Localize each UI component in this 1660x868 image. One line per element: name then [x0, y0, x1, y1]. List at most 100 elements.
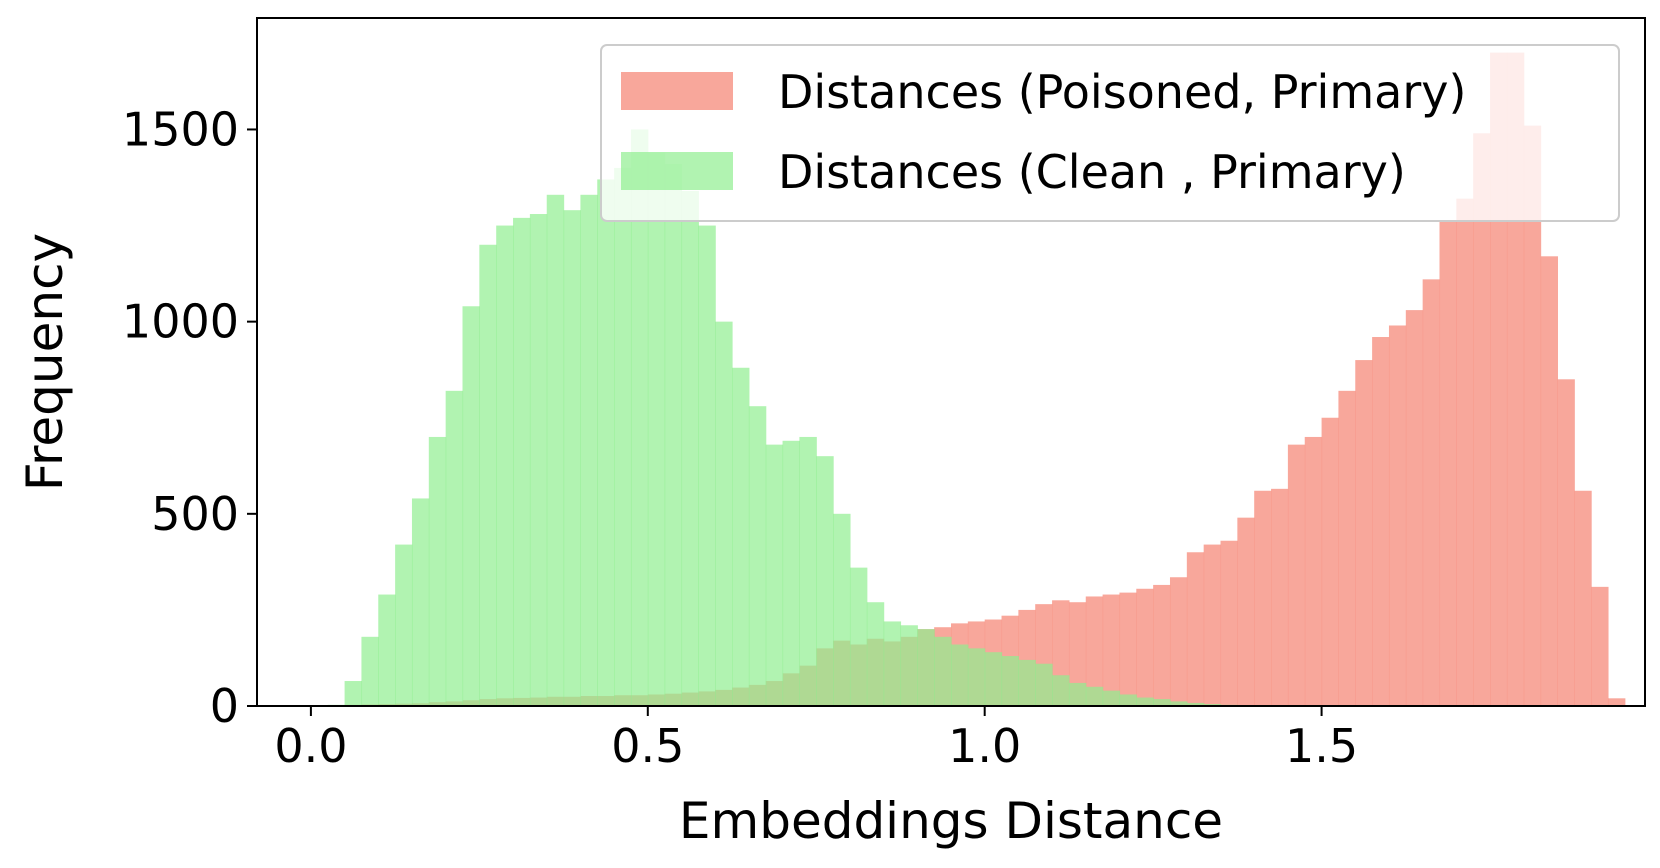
bar-poisoned-69	[1473, 133, 1491, 706]
bar-poisoned-66	[1422, 279, 1441, 706]
bar-poisoned-47	[1102, 594, 1121, 706]
bar-clean-8	[445, 390, 464, 706]
bar-clean-23	[698, 225, 716, 707]
bar-clean-31	[833, 513, 851, 706]
bar-poisoned-46	[1085, 596, 1104, 706]
legend-swatch-poisoned	[621, 72, 733, 110]
bar-poisoned-64	[1388, 325, 1407, 706]
bar-clean-3	[361, 636, 379, 706]
bar-clean-51	[1169, 701, 1188, 706]
bar-clean-34	[883, 621, 902, 706]
bar-poisoned-60	[1321, 417, 1340, 706]
bar-poisoned-62	[1355, 360, 1373, 706]
bar-poisoned-45	[1068, 602, 1087, 706]
bar-clean-48	[1119, 694, 1137, 706]
bar-clean-40	[984, 652, 1003, 706]
y-axis-label: Frequency	[16, 233, 74, 491]
bar-poisoned-52	[1186, 552, 1205, 706]
y-tick-label: 500	[151, 487, 239, 541]
bar-clean-22	[681, 190, 699, 706]
bar-clean-6	[411, 498, 430, 706]
bar-clean-16	[580, 194, 598, 707]
series-clean-bars	[310, 129, 1289, 707]
x-axis-label: Embeddings Distance	[679, 792, 1223, 850]
bar-poisoned-67	[1439, 221, 1457, 706]
legend-label-clean: Distances (Clean , Primary)	[778, 145, 1406, 199]
bar-poisoned-48	[1119, 592, 1137, 706]
bar-clean-46	[1085, 686, 1104, 706]
bar-clean-24	[715, 321, 733, 706]
bar-poisoned-61	[1338, 390, 1356, 706]
bar-clean-42	[1018, 659, 1036, 706]
bar-clean-30	[816, 456, 834, 706]
bar-clean-38	[951, 644, 969, 706]
bar-poisoned-57	[1271, 488, 1289, 706]
x-tick-label: 0.0	[274, 719, 347, 773]
bar-clean-2	[344, 681, 363, 706]
bar-poisoned-72	[1523, 125, 1542, 707]
bar-clean-35	[900, 625, 918, 706]
x-tick-label: 1.5	[1285, 719, 1358, 773]
bar-clean-36	[917, 629, 935, 706]
bar-clean-5	[395, 544, 413, 706]
bar-poisoned-59	[1304, 436, 1323, 706]
bar-poisoned-75	[1574, 490, 1592, 706]
bar-poisoned-73	[1540, 256, 1558, 706]
bar-clean-21	[664, 164, 683, 706]
legend-box	[600, 44, 1620, 222]
x-tick-label: 0.5	[611, 719, 684, 773]
legend: Distances (Poisoned, Primary) Distances …	[600, 44, 1620, 222]
y-tick-label: 1500	[122, 102, 239, 156]
bar-clean-17	[597, 179, 615, 706]
bar-clean-45	[1068, 682, 1087, 706]
bar-clean-28	[782, 440, 800, 706]
bar-clean-4	[378, 594, 396, 706]
bar-clean-13	[529, 214, 548, 706]
bar-clean-41	[1001, 656, 1019, 706]
bar-poisoned-63	[1372, 337, 1390, 706]
bar-poisoned-50	[1153, 584, 1171, 706]
bar-clean-52	[1186, 702, 1205, 706]
bar-clean-29	[799, 436, 817, 706]
bar-clean-43	[1035, 663, 1053, 706]
bar-clean-15	[563, 210, 582, 706]
bar-poisoned-51	[1169, 577, 1188, 706]
bar-poisoned-53	[1203, 544, 1222, 706]
legend-swatch-clean	[621, 152, 733, 190]
bar-clean-9	[462, 306, 480, 706]
bar-clean-10	[479, 244, 497, 706]
bar-clean-47	[1102, 690, 1121, 706]
bar-poisoned-74	[1557, 379, 1575, 706]
bar-clean-14	[546, 194, 565, 707]
bar-poisoned-68	[1456, 198, 1474, 706]
bar-clean-39	[967, 648, 986, 706]
bar-clean-26	[748, 406, 767, 706]
bar-clean-20	[647, 152, 666, 706]
bar-clean-33	[866, 602, 885, 706]
bar-clean-49	[1136, 697, 1154, 706]
bar-poisoned-77	[1607, 698, 1626, 706]
bar-clean-32	[849, 567, 868, 706]
bar-clean-44	[1052, 675, 1070, 706]
bar-poisoned-49	[1136, 588, 1154, 706]
bar-clean-25	[732, 367, 750, 706]
x-tick-label: 1.0	[948, 719, 1021, 773]
bar-clean-7	[428, 436, 447, 706]
plot-frame	[256, 17, 1646, 707]
bar-poisoned-54	[1220, 540, 1238, 706]
bar-clean-19	[630, 129, 649, 706]
bar-clean-37	[934, 636, 952, 706]
bar-clean-27	[765, 444, 784, 706]
y-tick-label: 0	[210, 679, 239, 733]
y-axis-ticks: 0 500 1000 1500	[122, 102, 257, 733]
bar-poisoned-76	[1591, 586, 1609, 706]
bar-poisoned-65	[1405, 310, 1424, 706]
bar-clean-11	[496, 225, 514, 707]
y-tick-label: 1000	[122, 295, 239, 349]
bar-clean-18	[614, 167, 632, 706]
bar-poisoned-55	[1237, 517, 1255, 706]
legend-label-poisoned: Distances (Poisoned, Primary)	[778, 65, 1466, 119]
bar-poisoned-58	[1287, 444, 1306, 706]
x-axis-ticks: 0.0 0.5 1.0 1.5	[274, 706, 1358, 773]
bar-clean-12	[513, 217, 531, 706]
